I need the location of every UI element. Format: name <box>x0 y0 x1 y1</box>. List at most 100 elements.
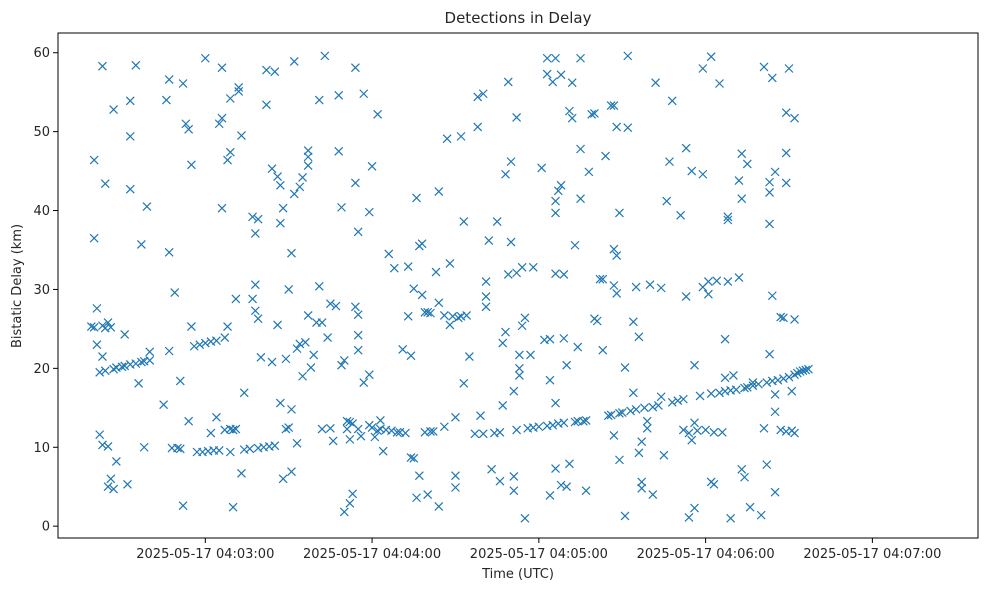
data-point <box>367 161 377 171</box>
data-point <box>86 322 96 331</box>
data-point <box>314 281 324 291</box>
data-point <box>195 340 205 350</box>
data-point <box>748 378 758 387</box>
data-point <box>601 151 610 161</box>
data-point <box>481 302 491 312</box>
data-point <box>414 471 424 481</box>
data-point <box>217 203 227 213</box>
data-point <box>487 464 497 474</box>
data-point <box>770 389 780 399</box>
data-point <box>770 487 780 497</box>
data-point <box>370 432 380 442</box>
data-point <box>300 337 310 347</box>
data-point <box>781 108 791 118</box>
data-point <box>95 430 105 440</box>
data-point <box>551 464 560 473</box>
data-point <box>406 351 416 361</box>
x-tick-label: 2025-05-17 04:07:00 <box>803 547 941 562</box>
data-point <box>537 163 547 173</box>
data-point <box>100 179 110 189</box>
data-point <box>790 315 799 324</box>
data-point <box>653 401 663 410</box>
data-point <box>478 429 488 439</box>
plot-frame <box>57 32 979 539</box>
data-point <box>665 157 674 167</box>
data-point <box>606 101 616 111</box>
data-point <box>662 196 672 206</box>
data-point <box>287 467 296 477</box>
data-point <box>790 370 799 380</box>
data-point <box>492 217 502 227</box>
data-point <box>514 350 524 360</box>
data-point <box>231 424 241 434</box>
data-point <box>551 208 560 218</box>
data-point <box>439 311 449 320</box>
data-point <box>626 406 635 416</box>
data-point <box>545 375 555 385</box>
data-point <box>573 342 583 352</box>
data-point <box>389 263 399 273</box>
data-point <box>212 412 221 422</box>
data-point <box>545 334 555 344</box>
data-point <box>453 313 463 323</box>
data-point <box>353 330 363 340</box>
data-point <box>698 169 708 179</box>
data-point <box>481 277 491 286</box>
data-point <box>559 270 569 279</box>
data-point <box>690 418 699 428</box>
data-point <box>790 428 799 438</box>
data-point <box>134 378 144 388</box>
data-point <box>348 489 358 499</box>
data-point <box>106 474 116 484</box>
data-point <box>514 363 524 373</box>
data-point <box>762 460 772 470</box>
data-point <box>309 350 319 360</box>
data-point <box>709 479 719 489</box>
data-point <box>512 425 522 435</box>
data-point <box>281 424 291 434</box>
data-point <box>189 341 199 351</box>
data-point <box>609 281 619 290</box>
data-point <box>623 123 633 133</box>
data-point <box>289 189 299 199</box>
data-point <box>281 354 291 364</box>
data-point <box>184 416 194 426</box>
data-point <box>331 301 341 311</box>
data-point <box>459 378 469 388</box>
data-point <box>451 412 460 422</box>
data-point <box>576 53 585 63</box>
data-point <box>801 365 811 375</box>
data-point <box>687 435 697 445</box>
data-point <box>275 218 285 228</box>
y-tick-label: 30 <box>33 283 50 298</box>
data-point <box>237 468 246 478</box>
data-point <box>667 96 677 106</box>
data-point <box>145 347 155 357</box>
data-point <box>106 322 116 332</box>
data-point <box>136 240 146 249</box>
data-point <box>417 239 427 249</box>
data-point <box>545 490 555 500</box>
data-point <box>548 77 558 87</box>
data-point <box>506 157 516 167</box>
data-point <box>278 203 288 213</box>
data-point <box>284 423 294 432</box>
data-point <box>495 427 505 437</box>
data-point <box>428 427 438 436</box>
data-point <box>109 484 119 494</box>
data-point <box>117 362 127 372</box>
data-point <box>337 202 346 212</box>
data-points <box>86 51 813 523</box>
data-point <box>373 426 383 436</box>
data-point <box>498 401 508 410</box>
y-axis: 0 10 20 30 40 50 60 <box>33 46 58 535</box>
data-point <box>345 417 355 427</box>
data-point <box>287 404 296 414</box>
data-point <box>384 249 394 259</box>
data-point <box>303 311 313 320</box>
data-point <box>804 364 813 374</box>
data-point <box>609 430 619 440</box>
data-point <box>648 402 658 412</box>
